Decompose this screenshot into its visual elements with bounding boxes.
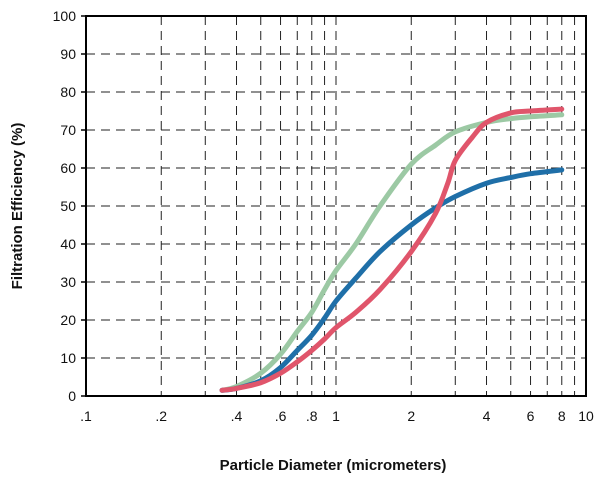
x-tick-label: 10 — [578, 408, 594, 424]
x-tick-label: .4 — [231, 408, 243, 424]
x-tick-label: .6 — [275, 408, 287, 424]
y-tick-label: 80 — [60, 84, 76, 100]
y-tick-label: 30 — [60, 274, 76, 290]
x-tick-label: .1 — [80, 408, 92, 424]
y-tick-label: 90 — [60, 46, 76, 62]
x-tick-label: .8 — [306, 408, 318, 424]
x-tick-label: 6 — [527, 408, 535, 424]
x-axis-title: Particle Diameter (micrometers) — [220, 457, 447, 474]
y-tick-label: 40 — [60, 236, 76, 252]
y-tick-label: 70 — [60, 122, 76, 138]
y-tick-label: 50 — [60, 198, 76, 214]
y-axis-title: Filtration Efficiency (%) — [9, 123, 26, 290]
y-tick-label: 10 — [60, 350, 76, 366]
y-tick-label: 60 — [60, 160, 76, 176]
y-tick-label: 0 — [68, 388, 76, 404]
x-tick-label: .2 — [155, 408, 167, 424]
x-tick-labels: .1 .2 .4 .6 .8 1 2 4 6 8 10 — [80, 408, 594, 424]
y-tick-label: 20 — [60, 312, 76, 328]
x-tick-label: 4 — [483, 408, 491, 424]
x-tick-label: 1 — [332, 408, 340, 424]
x-tick-label: 2 — [407, 408, 415, 424]
y-tick-labels: 0 10 20 30 40 50 60 70 80 90 100 — [53, 8, 86, 404]
y-tick-label: 100 — [53, 8, 77, 24]
grid-lines — [86, 16, 586, 396]
x-tick-label: 8 — [558, 408, 566, 424]
